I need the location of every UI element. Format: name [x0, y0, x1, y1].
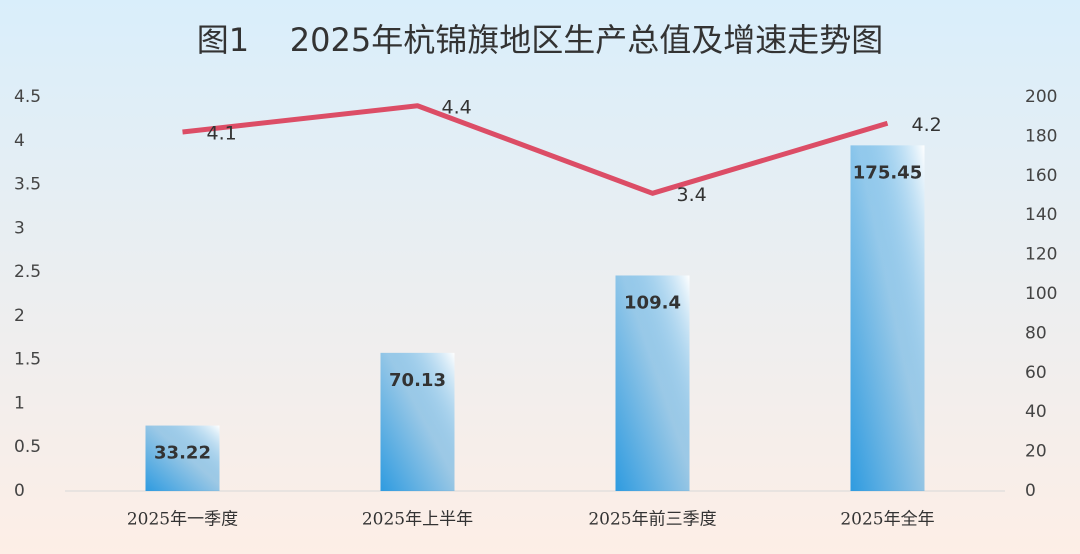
y2-tick-label: 140 [1025, 205, 1057, 225]
y2-tick-label: 40 [1025, 402, 1047, 422]
y2-tick-label: 80 [1025, 323, 1047, 343]
line [182, 103, 889, 196]
y-tick-label: 0.5 [14, 437, 41, 457]
bar [145, 425, 220, 491]
y2-tick-label: 0 [1025, 481, 1036, 501]
bar-value-label: 70.13 [389, 370, 446, 391]
y2-tick-label: 100 [1025, 284, 1057, 304]
y-tick-label: 3 [14, 218, 25, 238]
bar-value-label: 33.22 [154, 443, 211, 464]
y-tick-label: 4 [14, 131, 25, 151]
bar-value-label: 175.45 [853, 162, 922, 183]
y2-tick-label: 20 [1025, 442, 1047, 462]
x-tick-label: 2025年上半年 [362, 510, 473, 530]
y-tick-label: 2 [14, 306, 25, 326]
y2-tick-label: 180 [1025, 126, 1057, 146]
bar-value-label: 109.4 [624, 292, 681, 313]
chart-title: 图1 2025年杭锦旗地区生产总值及增速走势图 [197, 21, 884, 59]
bar [850, 145, 925, 491]
line-value-label: 4.4 [442, 96, 472, 118]
line-value-label: 4.2 [912, 114, 942, 136]
y2-tick-label: 60 [1025, 363, 1047, 383]
line-value-label: 4.1 [207, 123, 237, 145]
line-value-label: 3.4 [677, 184, 707, 206]
y-tick-label: 2.5 [14, 262, 41, 282]
x-tick-label: 2025年全年 [840, 510, 934, 530]
x-tick-label: 2025年前三季度 [588, 510, 716, 530]
y-tick-label: 4.5 [14, 87, 41, 107]
bar [615, 275, 690, 491]
x-tick-label: 2025年一季度 [127, 510, 238, 530]
y-tick-label: 1 [14, 393, 25, 413]
y2-tick-label: 120 [1025, 245, 1057, 265]
y2-tick-label: 200 [1025, 87, 1057, 107]
y-tick-label: 0 [14, 481, 25, 501]
y-tick-label: 1.5 [14, 350, 41, 370]
y2-tick-label: 160 [1025, 166, 1057, 186]
y-tick-label: 3.5 [14, 175, 41, 195]
bar [380, 352, 455, 491]
